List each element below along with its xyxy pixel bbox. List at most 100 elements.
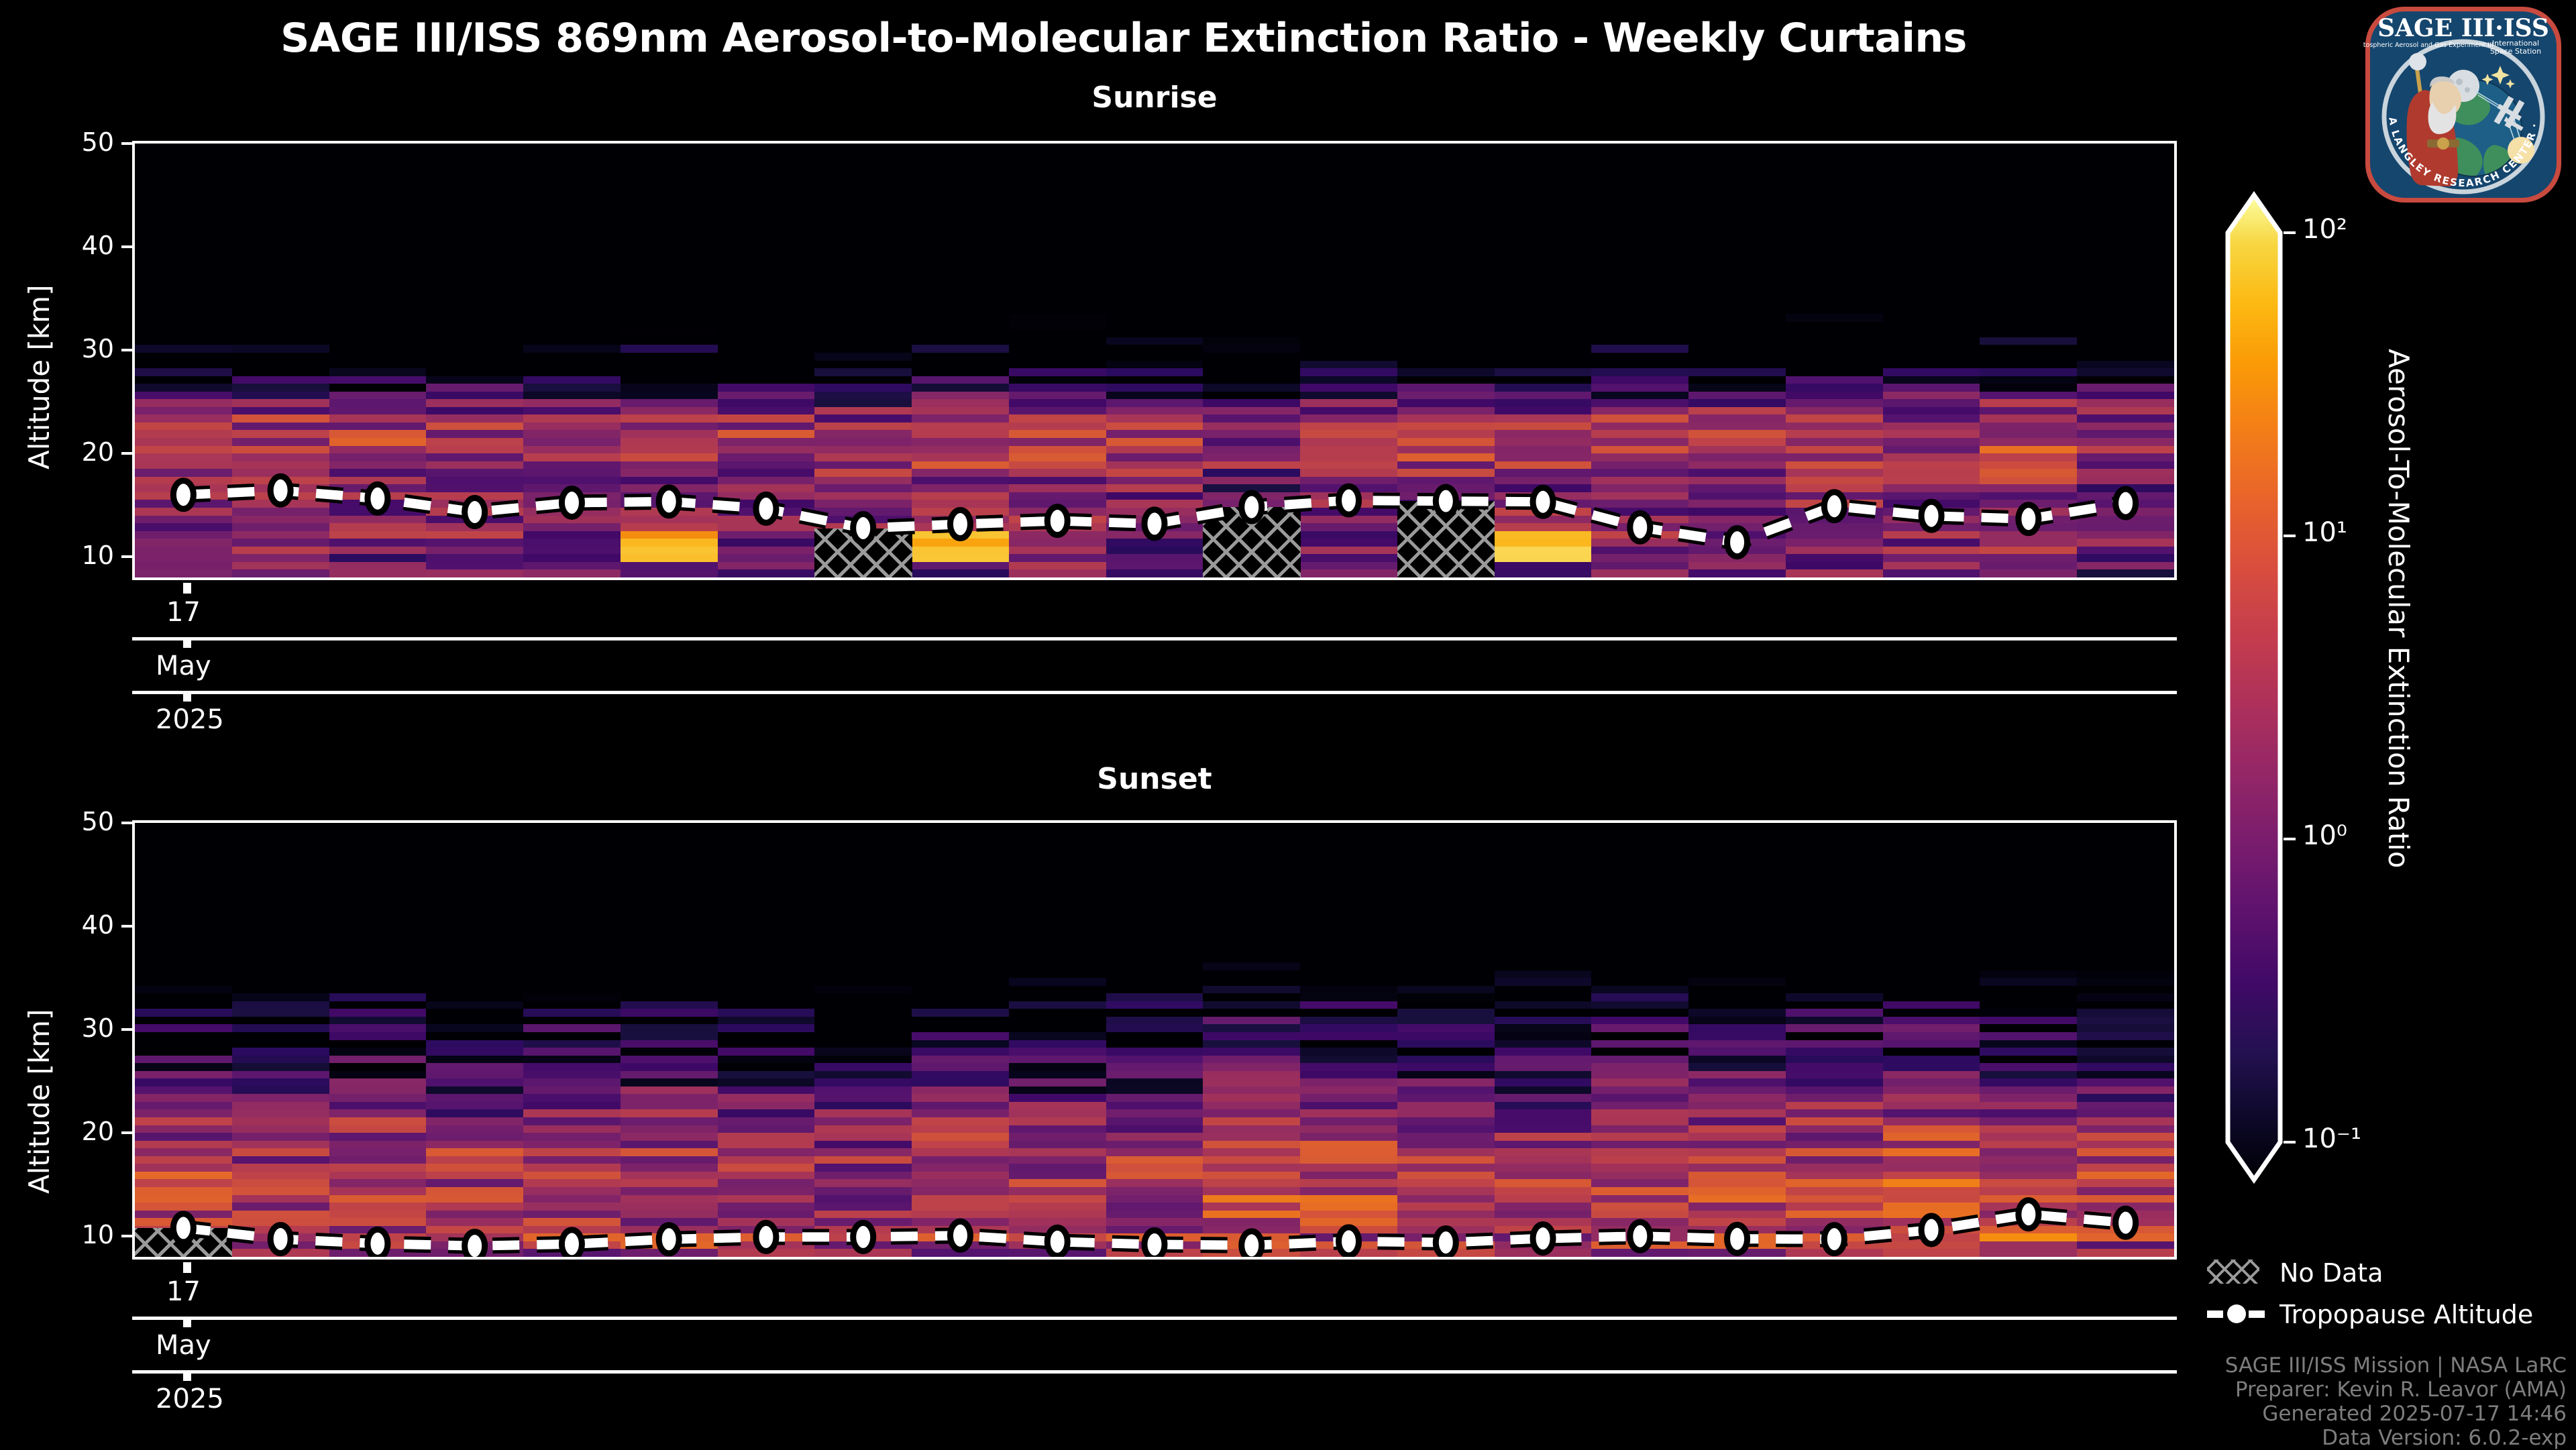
heatmap-cell — [1106, 523, 1203, 532]
heatmap-cell — [1882, 962, 1981, 971]
heatmap-cell — [1106, 1024, 1203, 1033]
heatmap-cell — [426, 939, 524, 948]
heatmap-cell — [1785, 846, 1884, 854]
heatmap-cell — [231, 399, 330, 408]
heatmap-cell — [1397, 1203, 1495, 1211]
footer-line-generated: Generated 2025-07-17 14:46 — [2262, 1402, 2567, 1426]
heatmap-cell — [1882, 523, 1981, 532]
heatmap-cell — [1106, 1164, 1203, 1172]
heatmap-cell — [1882, 939, 1981, 948]
heatmap-cell — [1203, 885, 1301, 893]
heatmap-cell — [814, 500, 912, 508]
heatmap-cell — [1688, 838, 1786, 847]
heatmap-cell — [1980, 1094, 2078, 1103]
heatmap-cell — [231, 221, 330, 229]
heatmap-cell — [717, 306, 815, 315]
heatmap-cell — [231, 1133, 330, 1141]
heatmap-cell — [523, 561, 621, 571]
heatmap-cell — [1688, 985, 1786, 994]
heatmap-cell — [1688, 1009, 1786, 1017]
heatmap-cell — [1106, 900, 1203, 909]
heatmap-cell — [1300, 569, 1398, 577]
heatmap-cell — [523, 461, 621, 469]
heatmap-cell — [912, 1109, 1010, 1118]
heatmap-cell — [1300, 229, 1398, 237]
heatmap-cell — [1397, 1194, 1495, 1203]
heatmap-cell — [1397, 229, 1495, 237]
heatmap-cell — [1882, 321, 1981, 330]
heatmap-cell — [1203, 236, 1301, 245]
y-axis-tick-label: 50 — [81, 127, 114, 157]
heatmap-cell — [912, 438, 1010, 447]
heatmap-cell — [231, 1225, 330, 1234]
heatmap-cell — [1980, 352, 2078, 361]
heatmap-cell — [1300, 1016, 1398, 1025]
heatmap-sunset[interactable] — [132, 820, 2177, 1260]
heatmap-cell — [717, 1233, 815, 1242]
heatmap-cell — [329, 438, 427, 447]
heatmap-cell — [1300, 236, 1398, 245]
heatmap-cell — [1008, 492, 1107, 501]
heatmap-cell — [1203, 1040, 1301, 1048]
heatmap-cell — [1980, 861, 2078, 870]
heatmap-cell — [1494, 445, 1593, 454]
heatmap-cell — [2077, 1241, 2174, 1250]
heatmap-cell — [1882, 946, 1981, 955]
heatmap-cell — [1397, 1117, 1495, 1126]
heatmap-cell — [1106, 391, 1203, 400]
heatmap-cell — [1980, 1164, 2078, 1172]
heatmap-cell — [912, 298, 1010, 307]
heatmap-cell — [1882, 1210, 1981, 1219]
heatmap-cell — [1300, 492, 1398, 501]
heatmap-cell — [1688, 554, 1786, 563]
heatmap-cell — [717, 1086, 815, 1095]
heatmap-cell — [1203, 954, 1301, 963]
heatmap-cell — [329, 492, 427, 501]
heatmap-cell — [426, 931, 524, 940]
heatmap-cell — [231, 190, 330, 199]
heatmap-cell — [231, 962, 330, 971]
heatmap-column — [1980, 144, 2078, 577]
heatmap-cell — [1106, 476, 1203, 485]
heatmap-cell — [912, 1241, 1010, 1250]
heatmap-cell — [1785, 546, 1884, 555]
heatmap-cell — [1397, 345, 1495, 353]
heatmap-cell — [1591, 885, 1689, 893]
heatmap-cell — [814, 915, 912, 924]
heatmap-cell — [1203, 869, 1301, 878]
heatmap-cell — [717, 190, 815, 199]
heatmap-cell — [523, 1078, 621, 1087]
heatmap-cell — [1203, 1171, 1301, 1180]
heatmap-cell — [1494, 260, 1593, 268]
heatmap-cell — [1785, 345, 1884, 353]
colorbar[interactable] — [2224, 190, 2284, 1184]
heatmap-cell — [1494, 306, 1593, 315]
heatmap-cell — [1397, 931, 1495, 940]
heatmap-cell — [231, 469, 330, 478]
heatmap-cell — [1397, 1086, 1495, 1095]
heatmap-cell — [135, 282, 233, 292]
heatmap-cell — [523, 298, 621, 307]
heatmap-cell — [1688, 197, 1786, 207]
heatmap-cell — [1106, 1125, 1203, 1133]
heatmap-cell — [2077, 523, 2174, 532]
heatmap-cell — [620, 1233, 718, 1242]
heatmap-cell — [912, 469, 1010, 478]
heatmap-cell — [1882, 306, 1981, 315]
heatmap-cell — [1980, 1009, 2078, 1017]
heatmap-cell — [1591, 290, 1689, 299]
heatmap-cell — [135, 508, 233, 516]
heatmap-cell — [1688, 1070, 1786, 1079]
heatmap-cell — [814, 352, 912, 361]
heatmap-cell — [1591, 1070, 1689, 1079]
heatmap-cell — [1785, 321, 1884, 330]
heatmap-cell — [1494, 1078, 1593, 1087]
heatmap-cell — [1785, 1241, 1884, 1250]
heatmap-cell — [135, 1164, 233, 1172]
heatmap-cell — [717, 430, 815, 439]
heatmap-cell — [1688, 823, 1786, 832]
heatmap-cell — [1106, 838, 1203, 847]
y-axis-tick-label: 50 — [81, 807, 114, 836]
heatmap-sunrise[interactable] — [132, 141, 2177, 580]
heatmap-cell — [1203, 1109, 1301, 1118]
